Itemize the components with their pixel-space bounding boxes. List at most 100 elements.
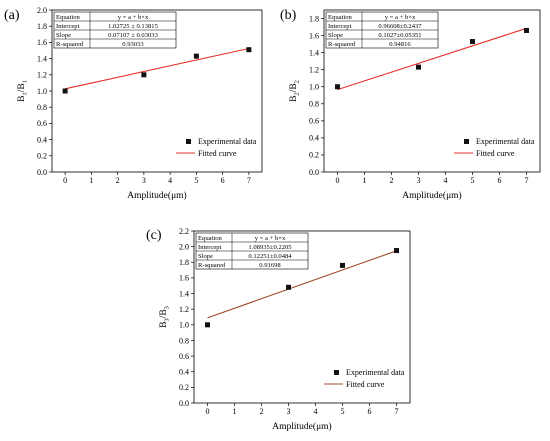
x-tick-label: 7: [525, 176, 529, 185]
x-tick-label: 2: [116, 176, 120, 185]
legend-line-label: Fitted curve: [198, 149, 237, 158]
y-axis-title: B3/B3: [159, 306, 171, 328]
legend-line-label: Fitted curve: [476, 149, 515, 158]
x-tick-label: 3: [287, 407, 291, 416]
x-tick-label: 1: [89, 176, 93, 185]
fit-table: Equation y = a + b×x Intercept 0.96608±0.24…: [325, 11, 439, 49]
y-tick-label: 1.6: [37, 38, 47, 47]
y-tick-label: 0.2: [179, 383, 189, 392]
y-tick-label: 1.8: [179, 258, 189, 267]
x-tick-label: 0: [336, 176, 340, 185]
legend-line-label: Fitted curve: [346, 380, 385, 389]
legend-point-marker: [464, 139, 469, 144]
y-axis-title-sub: 1: [22, 80, 29, 83]
chart-panel-1: (a) 0 1 2 3 4 5 6 7 0.0 0.2 0.4 0.6 0.8 1.0 1.2 1.4 1.6 1.…: [4, 6, 263, 201]
x-tick-label: 3: [142, 176, 146, 185]
fit-table-key: Intercept: [198, 244, 222, 251]
y-tick-label: 0.8: [179, 336, 189, 345]
y-axis-title-sub: 2: [294, 92, 301, 95]
y-tick-label: 0.2: [37, 152, 47, 161]
fit-table-key: Intercept: [328, 23, 352, 30]
y-tick-label: 1.0: [309, 83, 319, 92]
y-axis-title-mid: /B: [159, 309, 169, 318]
data-point: [335, 84, 340, 90]
panel-label: (c): [146, 228, 162, 243]
data-point: [470, 39, 475, 45]
y-axis-title-sub: 3: [164, 306, 171, 309]
x-tick-label: 2: [390, 176, 394, 185]
chart-panel-2: (b) 0 1 2 3 4 5 6 7 0.0 0.2 0.4 0.6 0.8 1.0 1.2 1.4 1.6 1.…: [280, 8, 541, 201]
fit-table-value: 0.1027±0.05351: [378, 32, 421, 39]
legend-points-label: Experimental data: [476, 137, 535, 146]
legend-points-label: Experimental data: [346, 368, 405, 377]
fit-table-key: R-squared: [56, 41, 84, 48]
y-tick-label: 0.6: [179, 352, 189, 361]
data-point: [141, 72, 147, 78]
x-tick-label: 3: [417, 176, 421, 185]
legend-points-label: Experimental data: [198, 137, 257, 146]
fit-table-key: Slope: [328, 32, 343, 39]
x-tick-label: 5: [471, 176, 475, 185]
y-axis-title-main: B: [159, 322, 169, 328]
y-tick-label: 1.4: [179, 289, 189, 298]
x-tick-label: 4: [168, 176, 172, 185]
fit-table-key: R-squared: [198, 262, 226, 269]
x-axis-title: Amplitude(μm): [272, 421, 331, 432]
x-tick-label: 0: [206, 407, 210, 416]
x-tick-label: 4: [314, 407, 318, 416]
fit-table-key: Intercept: [56, 23, 80, 30]
x-tick-label: 7: [395, 407, 399, 416]
fitted-curve: [337, 27, 527, 91]
y-tick-label: 1.0: [179, 321, 189, 330]
y-tick-label: 1.8: [37, 22, 47, 31]
fit-table-key: R-squared: [328, 41, 356, 48]
x-tick-label: 1: [233, 407, 237, 416]
y-tick-label: 1.4: [309, 48, 319, 57]
y-axis-title-main: B: [17, 96, 27, 102]
fit-table-value: y = a + b×x: [255, 235, 286, 242]
y-tick-label: 0.6: [309, 117, 319, 126]
y-axis-title-mid: /B: [289, 83, 299, 92]
y-tick-label: 1.0: [37, 87, 47, 96]
fit-table-value: 0.07107 ± 0.03033: [108, 32, 158, 39]
y-tick-label: 1.2: [37, 71, 47, 80]
fit-table-value: 0.12251±0.0484: [248, 253, 292, 260]
chart-panel-3: (c) 0 1 2 3 4 5 6 7 0.0 0.2 0.4 0.6 0.8 1.0 1.2 1.4 1.6 1.…: [146, 227, 411, 432]
y-tick-label: 0.2: [309, 151, 319, 160]
fit-table-key: Slope: [198, 253, 213, 260]
fit-table-value: 0.93033: [122, 41, 144, 48]
plot-frame: [323, 9, 541, 173]
y-tick-label: 0.8: [309, 100, 319, 109]
y-tick-label: 0.6: [37, 119, 47, 128]
y-tick-label: 0.4: [309, 134, 319, 143]
fit-table-value: 0.94816: [389, 41, 411, 48]
fit-table-key: Equation: [328, 14, 353, 21]
legend: Experimental data Fitted curve: [324, 368, 405, 389]
legend: Experimental data Fitted curve: [176, 137, 257, 158]
fitted-curve: [65, 47, 249, 90]
y-tick-label: 0.8: [37, 103, 47, 112]
fit-table-key: Equation: [56, 14, 81, 21]
y-axis-title-mid: /B: [17, 83, 27, 92]
y-tick-label: 0.0: [179, 399, 189, 408]
y-tick-label: 0.0: [309, 168, 319, 177]
y-tick-label: 1.2: [309, 65, 319, 74]
y-tick-label: 1.6: [309, 31, 319, 40]
x-tick-label: 6: [221, 176, 225, 185]
fit-table: Equation y = a + b×x Intercept 1.08935±0.22…: [195, 232, 309, 270]
x-tick-label: 0: [63, 176, 67, 185]
y-tick-label: 2.0: [179, 242, 189, 251]
y-axis-title-sub: 1: [22, 92, 29, 95]
y-tick-label: 0.0: [37, 168, 47, 177]
y-axis-title: B2/B2: [289, 80, 301, 102]
x-tick-label: 1: [363, 176, 367, 185]
panel-label: (a): [4, 8, 20, 23]
x-tick-label: 5: [341, 407, 345, 416]
x-tick-label: 4: [444, 176, 448, 185]
x-tick-label: 7: [247, 176, 251, 185]
y-tick-label: 0.4: [37, 135, 47, 144]
fit-table-value: y = a + b×x: [385, 14, 416, 21]
y-tick-label: 1.2: [179, 305, 189, 314]
data-point: [286, 284, 291, 290]
